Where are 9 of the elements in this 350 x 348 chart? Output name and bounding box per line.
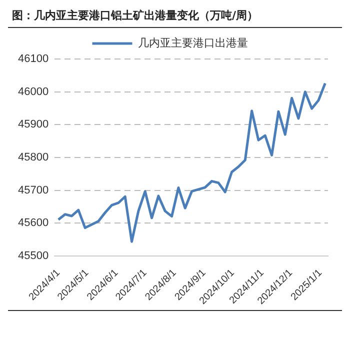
y-tick-label: 46000 <box>18 86 49 98</box>
y-tick-label: 45900 <box>18 118 49 131</box>
y-tick-label: 46100 <box>18 53 49 66</box>
y-tick-label: 45800 <box>18 152 49 164</box>
y-tick-label: 45500 <box>18 250 49 262</box>
legend-label: 几内亚主要港口出港量 <box>138 36 248 50</box>
y-tick-label: 45600 <box>18 217 49 230</box>
y-tick-label: 45700 <box>18 184 49 196</box>
chart-title: 图：几内亚主要港口铝土矿出港量变化（万吨/周） <box>11 8 260 24</box>
